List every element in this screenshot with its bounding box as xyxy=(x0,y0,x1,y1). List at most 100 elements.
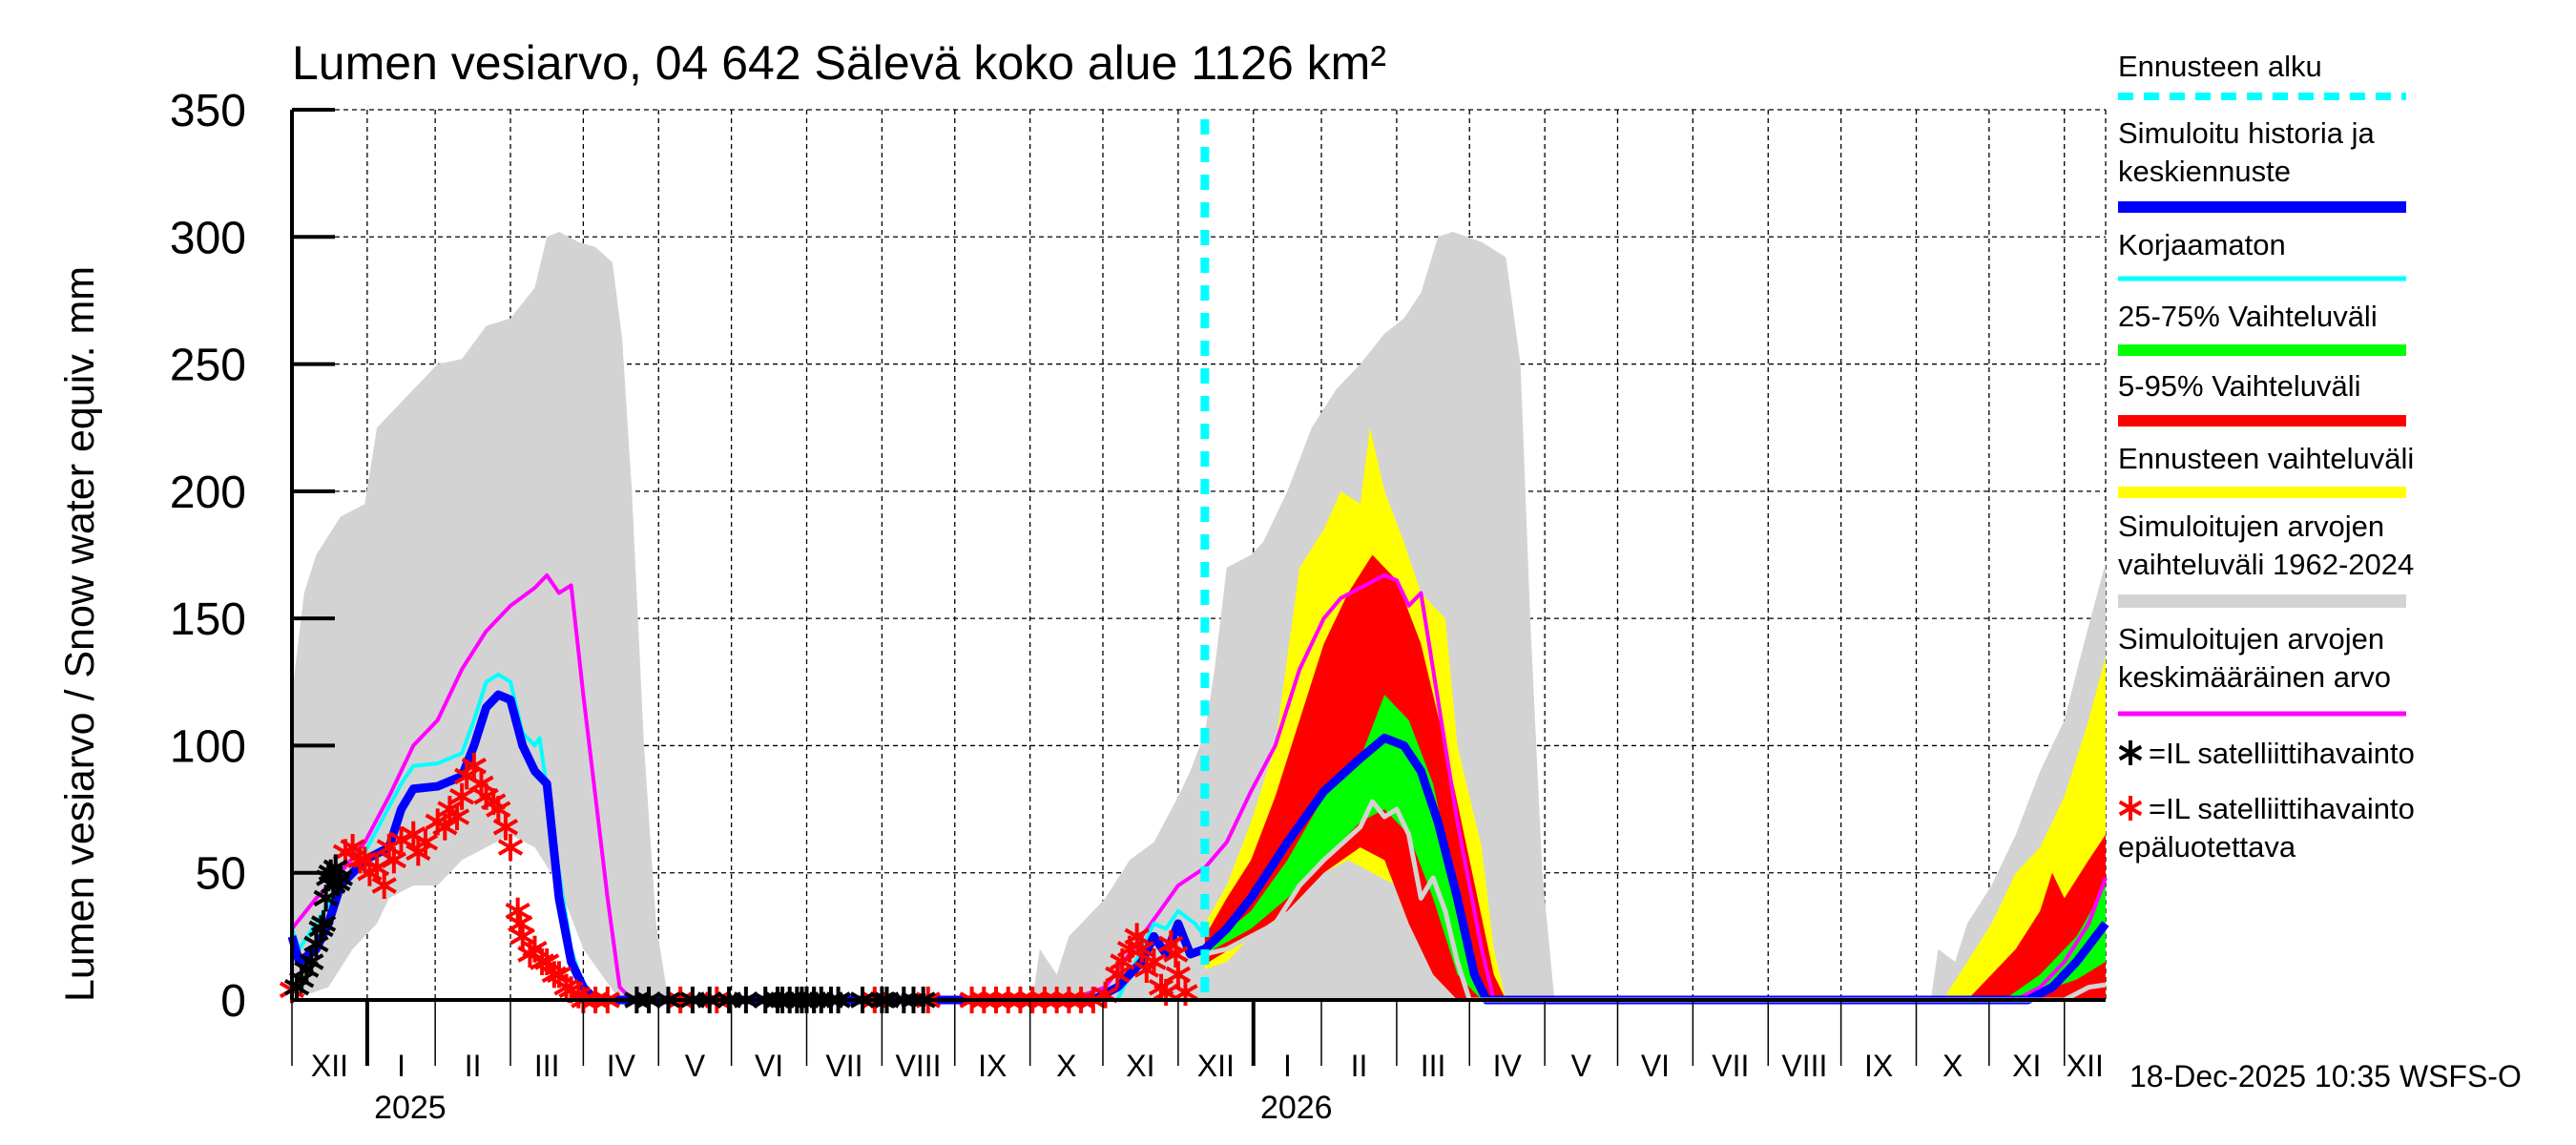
marker xyxy=(432,813,458,841)
y-tick-label: 50 xyxy=(196,849,246,900)
marker-stroke xyxy=(294,961,320,978)
marker-stroke xyxy=(289,970,315,989)
month-label: XII xyxy=(2067,1049,2104,1083)
marker xyxy=(299,948,324,976)
legend-label: Ennusteen vaihteluväli xyxy=(2118,442,2414,475)
legend-marker-icon xyxy=(2118,796,2143,821)
marker xyxy=(541,961,567,989)
month-label: IV xyxy=(1493,1049,1523,1083)
marker-stroke xyxy=(299,953,324,970)
month-label: VII xyxy=(1712,1049,1749,1083)
legend-label: Simuloitu historia ja xyxy=(2118,116,2376,150)
marker xyxy=(508,910,533,938)
legend-item: =IL satelliittihavainto xyxy=(2118,737,2415,770)
marker-stroke xyxy=(492,818,519,836)
legend-swatch xyxy=(2118,415,2406,427)
marker xyxy=(308,915,334,943)
marker-stroke xyxy=(505,902,530,920)
marker xyxy=(497,834,524,862)
marker xyxy=(371,872,397,900)
marker xyxy=(381,846,407,874)
legend-item: Ennusteen alku xyxy=(2118,50,2406,100)
y-tick-label: 200 xyxy=(170,468,246,518)
marker xyxy=(444,803,470,831)
marker-stroke xyxy=(541,966,567,984)
timestamp: 18-Dec-2025 10:35 WSFS-O xyxy=(2129,1059,2522,1093)
legend-item: 5-95% Vaihteluväli xyxy=(2118,369,2406,427)
month-label: XI xyxy=(1126,1049,1154,1083)
month-label: V xyxy=(685,1049,706,1083)
month-label: V xyxy=(1571,1049,1592,1083)
legend-label: =IL satelliittihavainto xyxy=(2149,737,2415,770)
year-label: 2026 xyxy=(1260,1090,1333,1126)
legend-item: Simuloitujen arvojen keskimääräinen arvo xyxy=(2118,622,2406,717)
month-label: XI xyxy=(2012,1049,2041,1083)
chart-title: Lumen vesiarvo, 04 642 Sälevä koko alue … xyxy=(292,36,1386,90)
y-tick-label: 100 xyxy=(170,721,246,772)
month-label: III xyxy=(534,1049,560,1083)
month-label: II xyxy=(465,1049,482,1083)
legend-swatch xyxy=(2118,594,2406,608)
month-label: I xyxy=(1283,1049,1292,1083)
marker-stroke xyxy=(303,935,329,953)
y-tick-label: 150 xyxy=(170,594,246,645)
legend-label: =IL satelliittihavainto xyxy=(2149,792,2415,825)
legend-swatch xyxy=(2118,711,2406,717)
marker-stroke xyxy=(508,915,533,932)
marker-stroke xyxy=(444,808,470,825)
marker xyxy=(1129,935,1154,963)
y-tick-label: 250 xyxy=(170,341,246,391)
month-label: IV xyxy=(607,1049,636,1083)
marker-stroke xyxy=(1129,940,1154,958)
month-label: IX xyxy=(1864,1049,1893,1083)
legend-label: Ennusteen alku xyxy=(2118,50,2322,83)
legend-swatch xyxy=(2118,276,2406,281)
y-tick-label: 350 xyxy=(170,86,246,136)
legend-label: Simuloitujen arvojen xyxy=(2118,510,2384,543)
marker-stroke xyxy=(1158,935,1184,953)
legend-item: 25-75% Vaihteluväli xyxy=(2118,300,2406,356)
y-tick-labels: 0 50 100 150 200 250 300 350 xyxy=(170,86,246,1027)
axes xyxy=(290,108,2106,1066)
month-label: VI xyxy=(755,1049,783,1083)
legend-item: Korjaamaton xyxy=(2118,228,2406,281)
marker-stroke xyxy=(313,889,339,907)
marker xyxy=(449,782,475,810)
month-label: VIII xyxy=(1781,1049,1827,1083)
marker-stroke xyxy=(322,859,348,877)
marker-stroke xyxy=(1124,927,1150,946)
month-label: II xyxy=(1351,1049,1368,1083)
marker-stroke xyxy=(497,839,524,856)
legend-marker-icon xyxy=(2118,740,2143,765)
marker-stroke xyxy=(283,978,310,996)
marker-stroke xyxy=(529,953,555,970)
legend-label: keskimääräinen arvo xyxy=(2118,660,2391,694)
legend-marker-icon-stroke xyxy=(2118,744,2143,761)
marker xyxy=(1163,941,1189,968)
month-label: I xyxy=(397,1049,405,1083)
marker-stroke xyxy=(468,775,494,793)
band-00ff00 xyxy=(2004,885,2106,1000)
legend-swatch xyxy=(2118,487,2406,498)
marker-stroke xyxy=(432,818,458,836)
x-tick-labels: XII I II III IV V VI VII VIII IX X XI XII I II III IV V VI… xyxy=(311,1049,2104,1126)
month-label: X xyxy=(1942,1049,1963,1083)
legend-label: Korjaamaton xyxy=(2118,228,2286,261)
marker-stroke xyxy=(1105,966,1131,984)
marker-stroke xyxy=(1163,946,1189,963)
marker xyxy=(529,948,555,976)
legend-label: 5-95% Vaihteluväli xyxy=(2118,369,2360,403)
series-line xyxy=(290,672,1207,1002)
marker xyxy=(505,897,530,925)
marker-stroke xyxy=(308,920,334,938)
band-d3d3d3 xyxy=(292,231,669,1000)
marker xyxy=(325,869,351,897)
month-label: XII xyxy=(311,1049,348,1083)
month-label: VII xyxy=(825,1049,862,1083)
month-label: X xyxy=(1056,1049,1076,1083)
marker xyxy=(303,930,329,958)
y-tick-label: 0 xyxy=(220,976,246,1027)
marker-stroke xyxy=(1141,953,1167,970)
month-label: III xyxy=(1421,1049,1446,1083)
